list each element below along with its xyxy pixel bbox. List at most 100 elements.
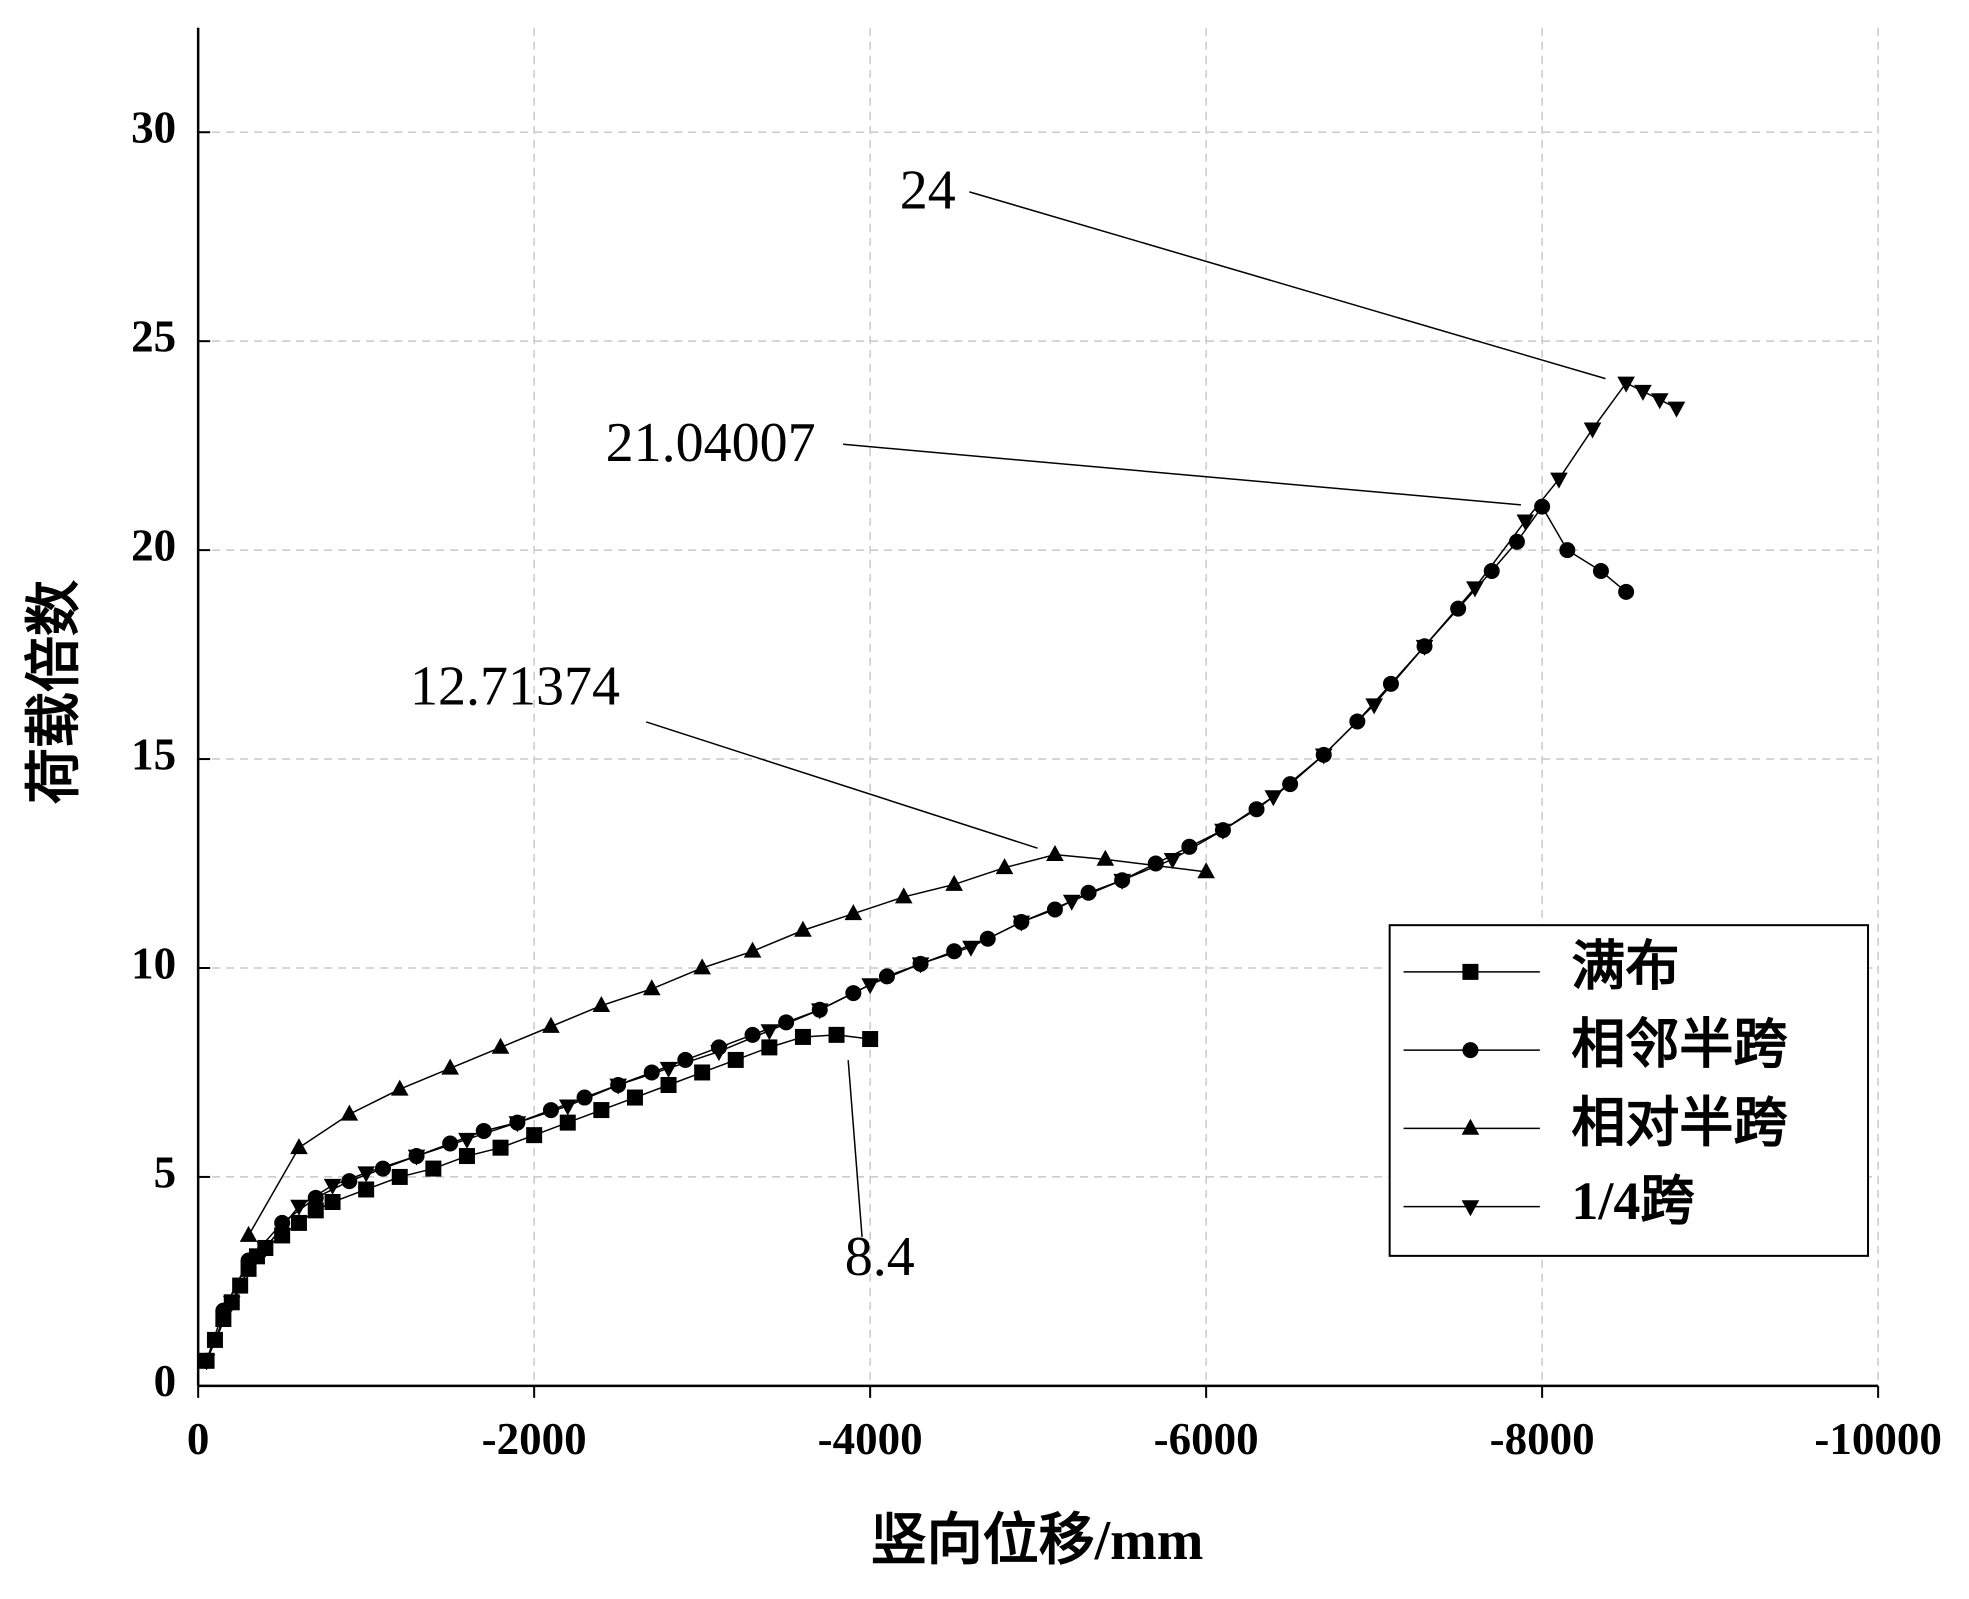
marker [1415, 639, 1434, 656]
marker [1667, 401, 1686, 418]
marker [558, 1099, 577, 1116]
marker [761, 1039, 778, 1056]
marker [1516, 514, 1535, 531]
marker [862, 1031, 879, 1048]
marker [290, 1138, 308, 1155]
annotation: 12.71374 [410, 656, 620, 718]
marker [1314, 748, 1333, 765]
marker [290, 1214, 307, 1231]
marker [374, 1160, 391, 1177]
marker [274, 1214, 291, 1231]
marker [659, 1061, 678, 1078]
marker [425, 1160, 442, 1177]
marker [491, 1037, 510, 1054]
marker [357, 1166, 375, 1183]
marker [778, 1014, 795, 1031]
marker [1046, 901, 1063, 918]
y-tick-label: 15 [131, 729, 176, 779]
marker [727, 1051, 744, 1068]
x-tick-label: -8000 [1490, 1414, 1595, 1464]
marker [1163, 852, 1182, 869]
marker [1197, 862, 1215, 879]
marker [475, 1122, 492, 1139]
legend-marker [1461, 1118, 1480, 1135]
y-tick-label: 20 [131, 520, 176, 570]
y-tick-label: 30 [131, 103, 176, 153]
marker [609, 1078, 627, 1095]
marker [962, 940, 980, 957]
marker [1080, 884, 1097, 901]
marker [323, 1178, 342, 1195]
marker [239, 1225, 258, 1242]
marker [1534, 498, 1551, 515]
marker [945, 874, 963, 891]
marker [1181, 838, 1198, 855]
marker [1012, 915, 1031, 932]
legend-marker [1462, 1042, 1479, 1059]
marker [256, 1241, 275, 1258]
marker [1096, 849, 1115, 866]
marker [358, 1181, 375, 1198]
marker [526, 1127, 543, 1144]
marker [1617, 376, 1635, 393]
x-tick-label: 0 [187, 1414, 210, 1464]
marker [878, 968, 895, 985]
marker [760, 1024, 779, 1041]
x-tick-label: -10000 [1814, 1414, 1942, 1464]
marker [995, 858, 1014, 875]
marker [593, 1102, 610, 1119]
marker [1062, 894, 1081, 911]
annotation-leader [646, 721, 1038, 849]
y-tick-label: 25 [131, 312, 176, 362]
marker [1264, 790, 1283, 807]
marker [643, 1064, 660, 1081]
x-tick-label: -4000 [818, 1414, 923, 1464]
marker [626, 1089, 643, 1106]
marker [794, 1028, 811, 1045]
legend-label: 相对半跨 [1571, 1093, 1788, 1153]
marker [1634, 384, 1652, 401]
x-tick-label: -6000 [1154, 1414, 1259, 1464]
marker [458, 1148, 475, 1165]
marker [710, 1045, 728, 1062]
marker [559, 1114, 576, 1131]
marker [693, 958, 711, 975]
marker [810, 1003, 829, 1020]
marker [542, 1102, 559, 1119]
marker [1365, 698, 1383, 715]
annotation: 21.04007 [606, 412, 816, 474]
marker [1214, 823, 1232, 840]
marker [1650, 393, 1669, 410]
legend-label: 满布 [1571, 936, 1679, 996]
marker [1592, 563, 1609, 580]
marker [828, 1026, 845, 1043]
marker [1046, 844, 1064, 861]
marker [592, 996, 611, 1013]
annotation-leader [843, 443, 1521, 506]
marker [441, 1058, 459, 1075]
marker [508, 1116, 527, 1133]
marker [222, 1295, 241, 1312]
marker [1466, 581, 1484, 598]
marker [1508, 533, 1525, 550]
series-line [205, 1034, 871, 1362]
marker [894, 887, 913, 904]
marker [911, 957, 930, 974]
marker [677, 1051, 694, 1068]
marker [407, 1149, 426, 1166]
y-tick-label: 0 [154, 1356, 177, 1406]
marker [307, 1202, 324, 1219]
marker [694, 1064, 711, 1081]
legend-label: 相邻半跨 [1571, 1015, 1788, 1075]
marker [794, 920, 812, 937]
marker [1113, 873, 1131, 890]
marker [340, 1104, 359, 1121]
y-tick-label: 5 [154, 1147, 177, 1197]
marker [324, 1194, 341, 1211]
y-tick-label: 10 [131, 938, 176, 988]
marker [492, 1139, 509, 1156]
marker [542, 1016, 560, 1033]
marker [458, 1132, 476, 1149]
